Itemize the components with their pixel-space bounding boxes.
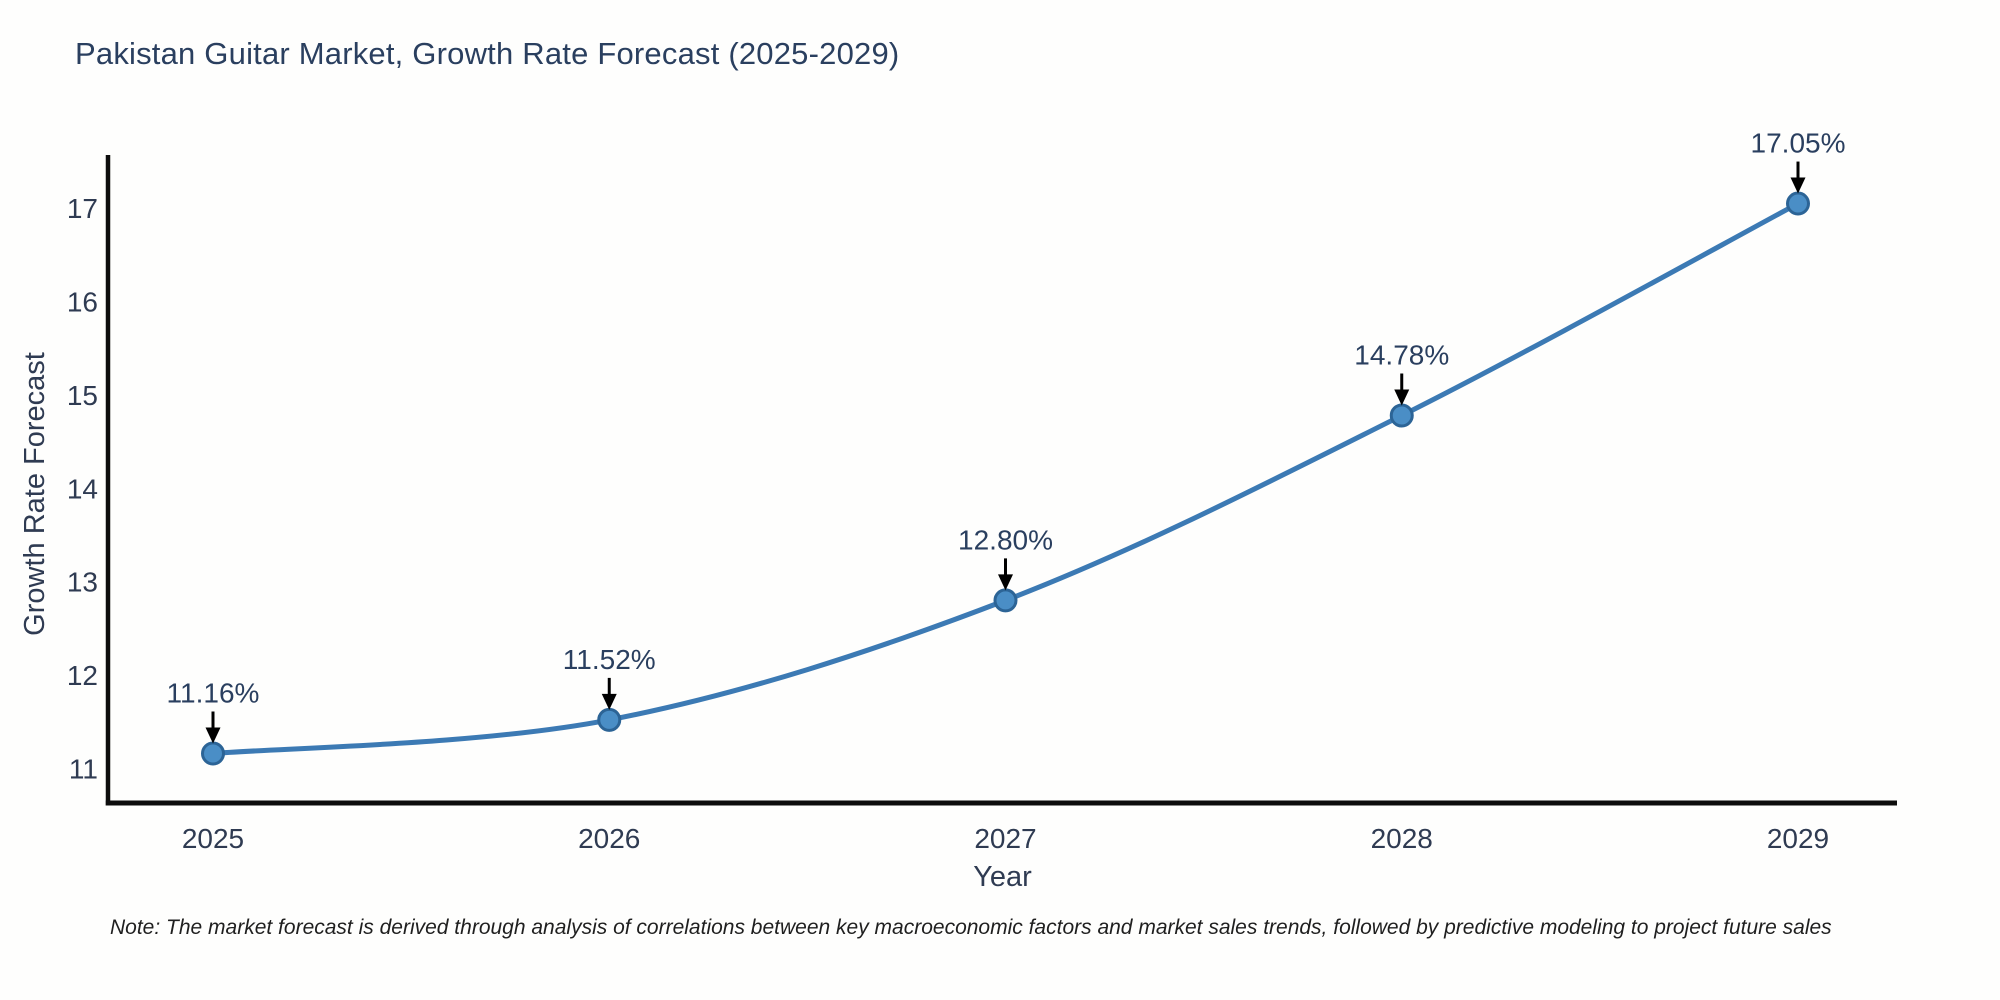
data-point-label: 12.80% bbox=[958, 524, 1053, 555]
data-point-label: 17.05% bbox=[1751, 128, 1846, 159]
x-tick-label: 2026 bbox=[578, 823, 640, 854]
data-point-marker bbox=[1786, 191, 1810, 216]
data-point-marker bbox=[993, 588, 1018, 613]
y-tick-label: 15 bbox=[67, 380, 98, 411]
annotation-arrowhead-icon bbox=[998, 574, 1013, 591]
annotation-arrowhead-icon bbox=[1394, 389, 1410, 406]
y-tick-label: 13 bbox=[67, 567, 98, 598]
y-tick-label: 17 bbox=[67, 193, 98, 224]
y-tick-label: 12 bbox=[67, 660, 98, 691]
data-point-label: 11.52% bbox=[563, 644, 656, 675]
footnote: Note: The market forecast is derived thr… bbox=[110, 916, 1832, 939]
annotation-arrowhead-icon bbox=[1790, 177, 1806, 194]
x-tick-label: 2027 bbox=[974, 823, 1036, 854]
x-tick-label: 2028 bbox=[1371, 823, 1433, 854]
data-point-marker bbox=[597, 707, 622, 732]
trend-line bbox=[210, 201, 1801, 757]
data-point-label: 11.16% bbox=[167, 678, 260, 709]
y-axis-title: Growth Rate Forecast bbox=[19, 352, 51, 636]
data-point-marker bbox=[1389, 403, 1414, 428]
x-axis-title: Year bbox=[973, 861, 1032, 893]
data-point-marker bbox=[201, 741, 225, 766]
x-tick-label: 2025 bbox=[182, 823, 244, 854]
y-tick-label: 14 bbox=[67, 473, 98, 504]
y-tick-label: 11 bbox=[69, 753, 98, 784]
y-tick-label: 16 bbox=[67, 287, 98, 318]
annotation-arrowhead-icon bbox=[601, 693, 617, 710]
x-tick-label: 2029 bbox=[1767, 823, 1829, 854]
chart-title: Pakistan Guitar Market, Growth Rate Fore… bbox=[75, 36, 900, 71]
annotation-arrowhead-icon bbox=[205, 727, 221, 744]
data-point-label: 14.78% bbox=[1354, 340, 1449, 371]
